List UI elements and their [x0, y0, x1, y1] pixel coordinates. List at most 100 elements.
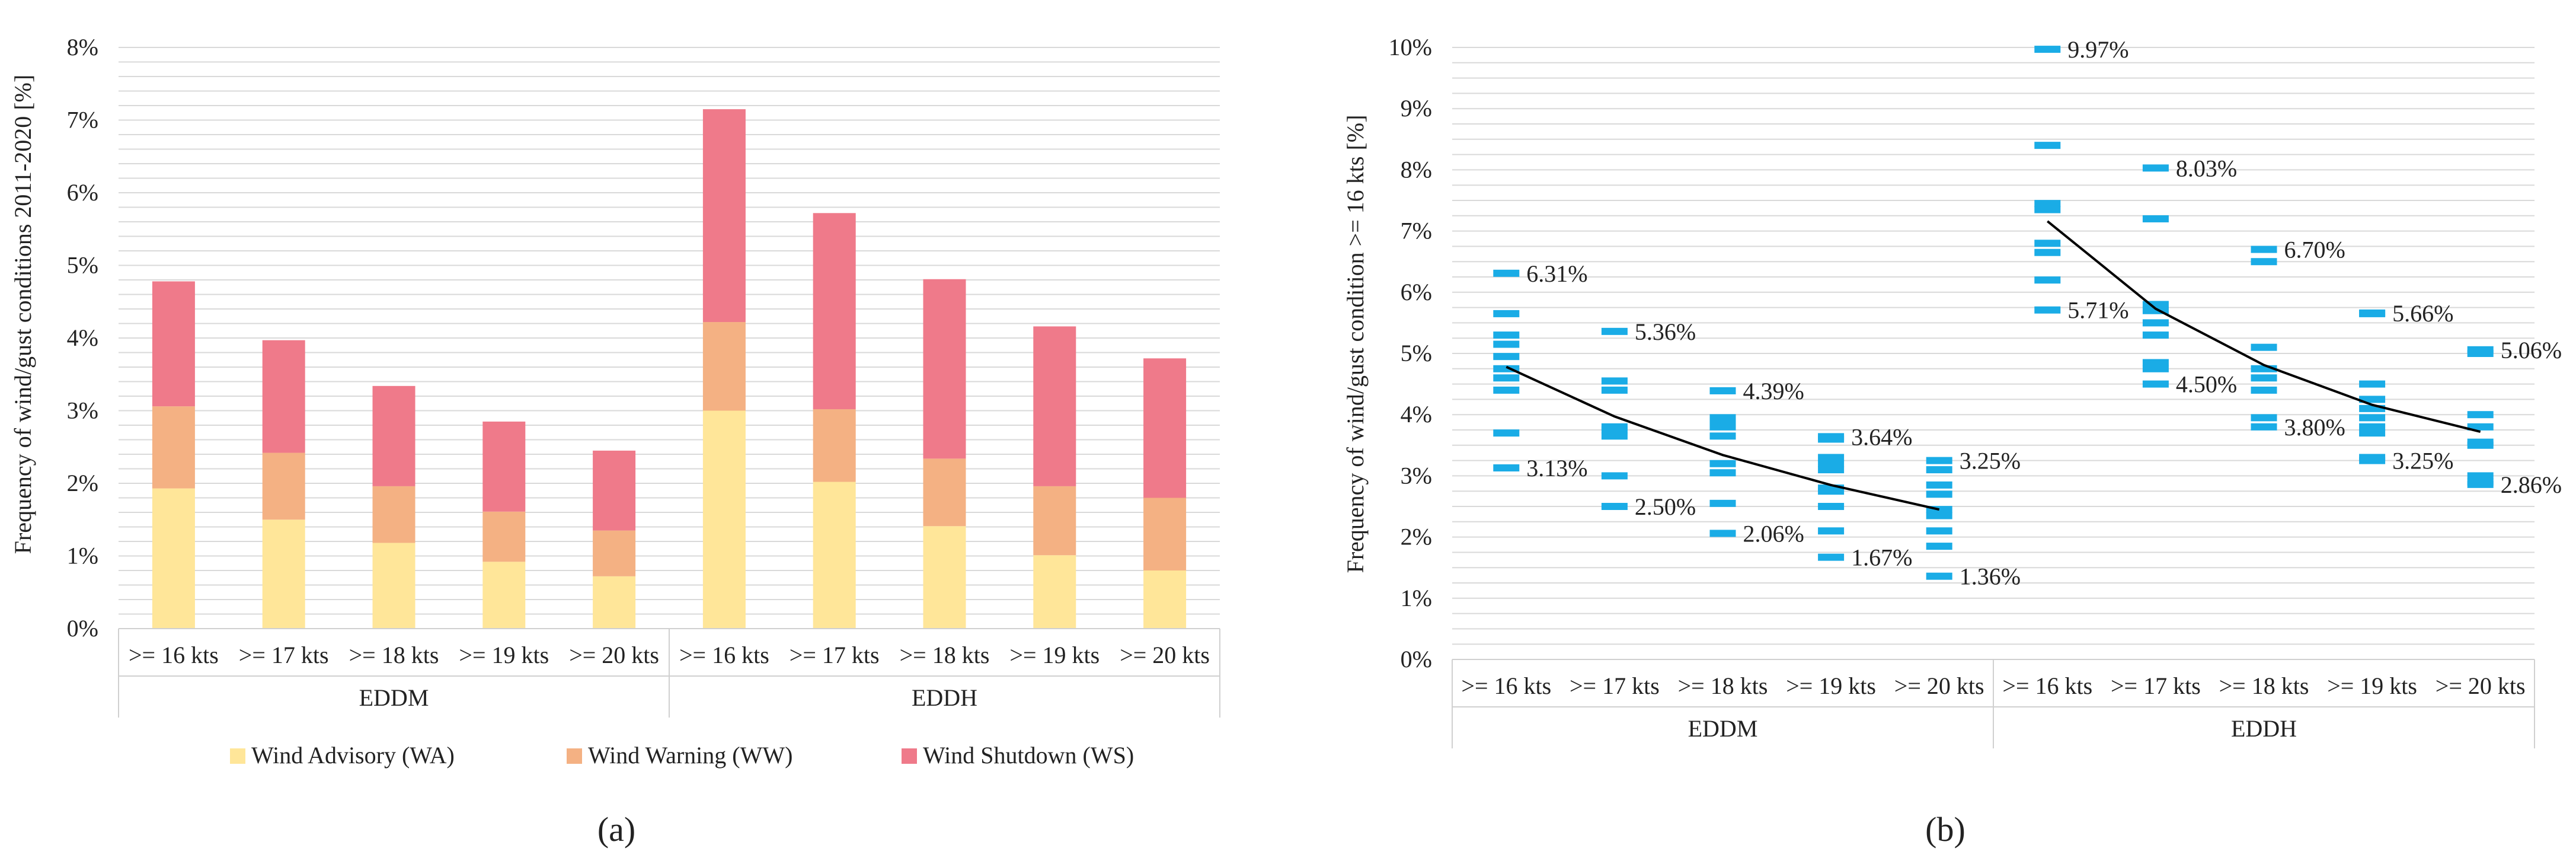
min-value-label: 1.67% — [1851, 544, 1912, 571]
legend-swatch — [230, 748, 245, 764]
dash-marker — [1926, 512, 1952, 519]
dash-marker — [1709, 432, 1736, 440]
dash-marker — [2034, 240, 2061, 247]
bar-segment — [1143, 498, 1187, 570]
bar-segment — [813, 213, 856, 410]
group-label: EDDM — [1688, 715, 1758, 742]
x-tick-label: >= 20 kts — [569, 642, 659, 668]
bar-segment — [262, 452, 305, 520]
chart-a: 0% 1% 2% 3% 4% 5% 6% 7% 8% >= 16 kts >= 17 kts >= 1… — [9, 34, 1220, 849]
min-value-label: 3.13% — [1526, 455, 1587, 482]
bar-segment — [702, 322, 746, 411]
dash-marker — [2251, 343, 2277, 351]
y-tick-label: 8% — [1401, 156, 1432, 183]
dash-marker — [1818, 460, 1845, 467]
y-tick-label: 2% — [1401, 524, 1432, 550]
max-value-label: 5.06% — [2501, 337, 2562, 364]
chart-a-legend: Wind Advisory (WA) Wind Warning (WW) Wind … — [230, 742, 1134, 769]
dash-marker — [1493, 332, 1520, 339]
dash-marker — [2467, 472, 2494, 480]
chart-b-y-axis-label: Frequency of wind/gust condition >= 16 k… — [1342, 115, 1369, 573]
x-tick-label: >= 16 kts — [129, 642, 219, 668]
x-tick-label: >= 17 kts — [790, 642, 880, 668]
dash-marker — [1601, 426, 1628, 434]
bar-segment — [1143, 358, 1187, 498]
dash-marker — [2359, 414, 2386, 422]
dash-marker — [1493, 310, 1520, 317]
y-tick-label: 8% — [67, 34, 98, 60]
dash-marker — [2251, 423, 2277, 431]
legend-swatch — [567, 748, 582, 764]
bar-segment — [152, 281, 195, 407]
dash-marker — [2251, 258, 2277, 266]
max-value-label: 3.25% — [1960, 448, 2021, 474]
dash-marker — [2359, 380, 2386, 388]
bar-segment — [702, 109, 746, 323]
bar-segment — [593, 576, 636, 629]
dash-marker — [2359, 429, 2386, 437]
bar-segment — [372, 543, 416, 629]
y-tick-label: 7% — [1401, 218, 1432, 244]
chart-b-trend — [1506, 220, 2481, 511]
y-tick-label: 10% — [1389, 34, 1432, 60]
max-value-label: 5.66% — [2392, 300, 2453, 327]
dash-marker — [1601, 327, 1628, 335]
dash-marker — [2142, 365, 2169, 372]
x-tick-label: >= 18 kts — [900, 642, 990, 668]
x-tick-label: >= 18 kts — [349, 642, 439, 668]
dash-marker — [1818, 454, 1845, 461]
min-value-label: 5.71% — [2067, 297, 2128, 324]
min-value-label: 3.80% — [2284, 414, 2345, 441]
dash-marker — [1709, 530, 1736, 537]
min-value-label: 2.06% — [1743, 520, 1804, 547]
trend-line — [2047, 220, 2481, 434]
chart-b-markers — [1493, 46, 2494, 580]
dash-marker — [1926, 543, 1952, 550]
max-value-label: 6.70% — [2284, 237, 2345, 263]
dash-marker — [1601, 386, 1628, 394]
min-value-label: 3.25% — [2392, 448, 2453, 474]
x-tick-label: >= 19 kts — [1009, 642, 1100, 668]
dash-marker — [1709, 387, 1736, 394]
y-tick-label: 3% — [67, 397, 98, 424]
chart-a-axes — [118, 628, 1220, 718]
dash-marker — [1818, 553, 1845, 561]
y-tick-label: 1% — [1401, 585, 1432, 611]
bar-segment — [372, 385, 416, 486]
bar-segment — [482, 511, 526, 562]
dash-marker — [2142, 319, 2169, 327]
dash-marker — [1926, 572, 1952, 580]
group-label: EDDM — [359, 684, 429, 711]
y-tick-label: 0% — [67, 615, 98, 642]
dash-marker — [2142, 380, 2169, 388]
trend-line — [1506, 365, 1940, 511]
dash-marker — [2034, 306, 2061, 314]
dash-marker — [1493, 386, 1520, 394]
dash-marker — [1818, 466, 1845, 474]
bar-segment — [262, 519, 305, 629]
dash-marker — [2359, 457, 2386, 464]
dash-marker — [1926, 527, 1952, 535]
dash-marker — [2251, 386, 2277, 394]
y-tick-label: 0% — [1401, 646, 1432, 672]
bar-segment — [923, 526, 966, 629]
dash-marker — [1709, 469, 1736, 477]
y-tick-label: 3% — [1401, 462, 1432, 489]
bar-segment — [1033, 486, 1076, 556]
dash-marker — [2142, 164, 2169, 172]
dash-marker — [1493, 374, 1520, 382]
dash-marker — [1493, 269, 1520, 277]
bar-segment — [482, 421, 526, 512]
dash-marker — [2467, 350, 2494, 357]
dash-marker — [2467, 441, 2494, 449]
chart-a-bars — [152, 109, 1187, 629]
dash-marker — [1493, 464, 1520, 471]
bar-segment — [593, 530, 636, 576]
x-tick-label: >= 17 kts — [1570, 672, 1660, 699]
chart-b: 0% 1% 2% 3% 4% 5% 6% 7% 8% 9% 10% >= 16 kts >= 17 kt… — [1342, 34, 2562, 849]
dash-marker — [2359, 396, 2386, 403]
max-value-label: 4.39% — [1743, 378, 1804, 404]
y-tick-label: 5% — [1401, 340, 1432, 366]
dash-marker — [1493, 353, 1520, 361]
